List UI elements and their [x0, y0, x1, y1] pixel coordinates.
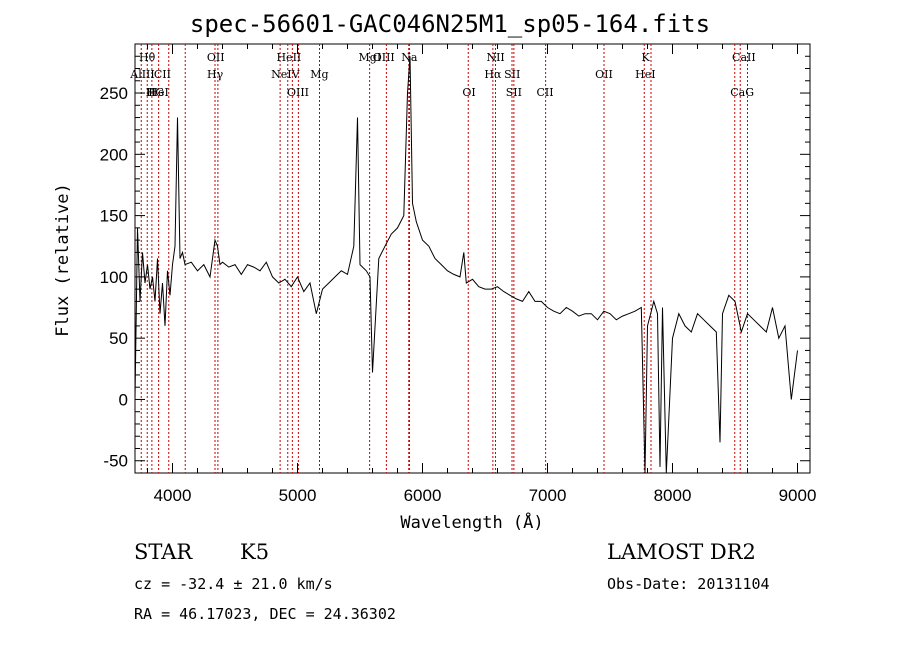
spectral-line-label: OIII: [373, 51, 395, 64]
x-axis-label: Wavelength (Å): [400, 511, 543, 533]
y-tick-label: 0: [119, 390, 128, 409]
spectral-line-label: Mg: [310, 68, 328, 81]
x-tick-label: 8000: [654, 486, 692, 505]
chart-title: spec-56601-GAC046N25M1_sp05-164.fits: [189, 10, 711, 38]
y-axis-label: Flux (relative): [53, 183, 73, 337]
spectral-line-label: CII: [536, 86, 553, 99]
x-tick-label: 7000: [529, 486, 567, 505]
y-tick-label: -50: [103, 452, 128, 471]
y-tick-label: 50: [109, 329, 128, 348]
redshift-value: cz = -32.4 ± 21.0 km/s: [134, 575, 333, 593]
spectral-line-label: SII: [506, 86, 522, 99]
spectral-line-label: Hα: [484, 68, 502, 81]
spectral-line-label: NII: [486, 51, 504, 64]
obs-date: Obs-Date: 20131104: [607, 575, 770, 593]
plot-frame: [134, 43, 811, 474]
y-tick-label: 200: [100, 145, 128, 164]
spectral-line-label: Hγ: [207, 68, 224, 81]
spectral-line-label: MgI: [359, 51, 382, 64]
spectral-line-label: NeIV: [271, 68, 300, 81]
x-tick-label: 5000: [279, 486, 317, 505]
survey-name: LAMOST DR2: [607, 540, 756, 564]
spectral-line-label: OI: [462, 86, 475, 99]
y-tick-label: 100: [100, 268, 128, 287]
object-subclass: K5: [240, 540, 270, 564]
spectral-line-label: AlIII: [129, 68, 155, 81]
spectral-line-label: CaII: [732, 51, 756, 64]
spectral-line-label: OII: [595, 68, 613, 81]
y-tick-label: 250: [100, 84, 128, 103]
spectral-line-label: K: [642, 51, 651, 64]
x-tick-label: 4000: [154, 486, 192, 505]
object-type: STAR: [134, 540, 193, 564]
line-marker-layer: [140, 44, 748, 473]
x-tick-label: 6000: [404, 486, 442, 505]
spectral-line-label: HeII: [276, 51, 301, 64]
spectral-line-label: OII: [207, 51, 225, 64]
spectral-line-label: Hθ: [139, 51, 156, 64]
spectral-line-label: HG: [146, 86, 164, 99]
spectral-line-label: H: [146, 86, 156, 99]
spectral-line-label: CaG: [730, 86, 754, 99]
line-label-layer: AlIIIHθHHGCIIHeIOIIHγHeIINeIVOIIIMgMgIOI…: [129, 51, 755, 99]
coordinates: RA = 46.17023, DEC = 24.36302: [134, 605, 396, 623]
spectral-line-label: OIII: [287, 86, 309, 99]
x-tick-label: 9000: [779, 486, 817, 505]
spectral-line-label: HeI: [635, 68, 655, 81]
x-axis: 4000 5000 6000 7000 8000 9000: [147, 44, 817, 505]
y-tick-label: 150: [100, 207, 128, 226]
spectrum-series-line: [134, 56, 798, 474]
y-axis: -50 0 50 100 150 200 250: [100, 55, 810, 471]
spectral-line-label: HeI: [148, 86, 168, 99]
spectral-line-label: SII: [504, 68, 520, 81]
spectral-line-label: CII: [154, 68, 171, 81]
